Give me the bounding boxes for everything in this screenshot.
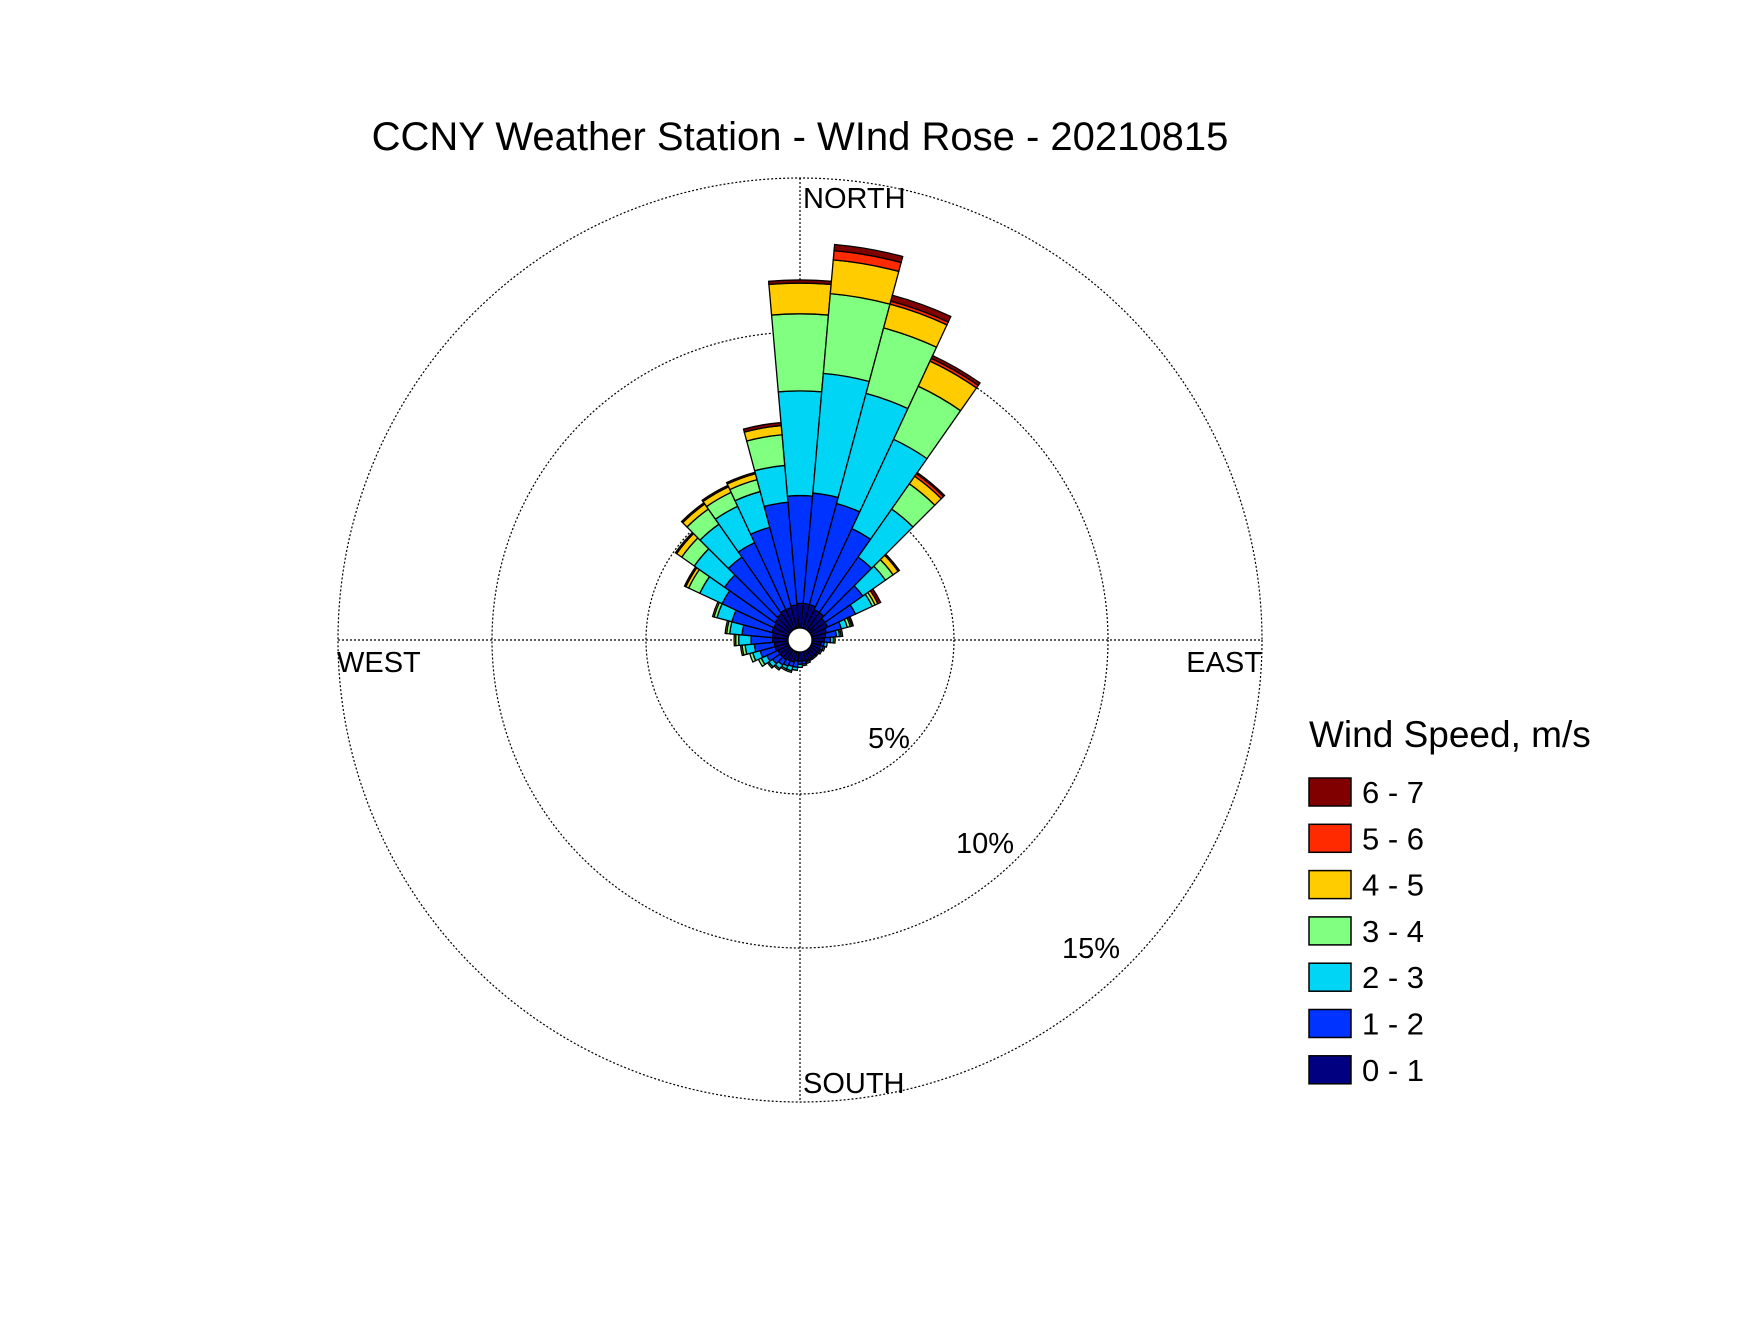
bar-segment-10deg-bin-6 xyxy=(833,243,904,264)
bar-segment-110deg-bin-3 xyxy=(821,645,826,652)
legend-item: 3 - 4 xyxy=(1308,914,1424,949)
legend-swatch xyxy=(1308,1008,1352,1039)
legend-label: 5 - 6 xyxy=(1362,821,1424,856)
legend-swatch xyxy=(1308,916,1352,946)
bar-segment-20deg-bin-6 xyxy=(889,294,952,323)
bar-segment-0deg-bin-3 xyxy=(770,313,830,393)
bar-segment-30deg-bin-6 xyxy=(930,354,981,387)
legend-label: 1 - 2 xyxy=(1362,1007,1424,1042)
bar-segment-100deg-bin-2 xyxy=(822,641,829,648)
center-hole xyxy=(787,627,813,653)
legend-items: 6 - 7 5 - 6 4 - 5 3 - 4 2 - 3 1 - 2 0 - 1 xyxy=(1308,775,1424,1088)
bar-segment-270deg-bin-4 xyxy=(733,633,737,647)
legend-title: Wind Speed, m/s xyxy=(1309,714,1591,755)
bar-segment-270deg-bin-2 xyxy=(738,633,752,647)
ring-label-15: 15% xyxy=(1062,933,1120,965)
legend-swatch xyxy=(1308,823,1352,854)
legend-item: 6 - 7 xyxy=(1308,775,1424,810)
legend-item: 0 - 1 xyxy=(1308,1053,1424,1088)
legend-item: 1 - 2 xyxy=(1308,1007,1424,1042)
bar-segment-0deg-bin-4 xyxy=(768,282,832,316)
legend: Wind Speed, m/s 6 - 7 5 - 6 4 - 5 3 - 4 2 - … xyxy=(1308,714,1591,1088)
bar-segment-40deg-bin-6 xyxy=(915,471,946,498)
bar-segment-60deg-bin-6 xyxy=(869,588,882,605)
chart-title: CCNY Weather Station - WInd Rose - 20210… xyxy=(372,115,1229,159)
legend-swatch xyxy=(1308,1055,1352,1085)
legend-item: 4 - 5 xyxy=(1308,868,1424,903)
legend-label: 4 - 5 xyxy=(1362,868,1424,903)
legend-swatch xyxy=(1308,869,1352,900)
legend-label: 2 - 3 xyxy=(1362,960,1424,995)
bar-segment-70deg-bin-6 xyxy=(847,615,855,627)
legend-swatch xyxy=(1308,777,1352,807)
bar-segment-80deg-bin-4 xyxy=(839,628,844,638)
direction-label-south: SOUTH xyxy=(803,1068,905,1100)
legend-label: 6 - 7 xyxy=(1362,775,1424,810)
bar-segment-90deg-bin-4 xyxy=(832,636,836,644)
bar-segment-50deg-bin-6 xyxy=(883,553,901,573)
wind-rose-bars xyxy=(674,243,981,674)
legend-item: 5 - 6 xyxy=(1308,821,1424,856)
bar-segment-120deg-bin-2 xyxy=(817,648,823,655)
direction-label-west: WEST xyxy=(337,647,421,679)
legend-label: 0 - 1 xyxy=(1362,1053,1424,1088)
ring-label-10: 10% xyxy=(956,828,1014,860)
legend-swatch xyxy=(1308,962,1352,992)
direction-label-east: EAST xyxy=(1186,647,1262,679)
direction-label-north: NORTH xyxy=(803,183,906,215)
legend-item: 2 - 3 xyxy=(1308,960,1424,995)
ring-label-5: 5% xyxy=(868,723,910,755)
legend-label: 3 - 4 xyxy=(1362,914,1424,949)
bar-segment-350deg-bin-6 xyxy=(742,421,782,433)
